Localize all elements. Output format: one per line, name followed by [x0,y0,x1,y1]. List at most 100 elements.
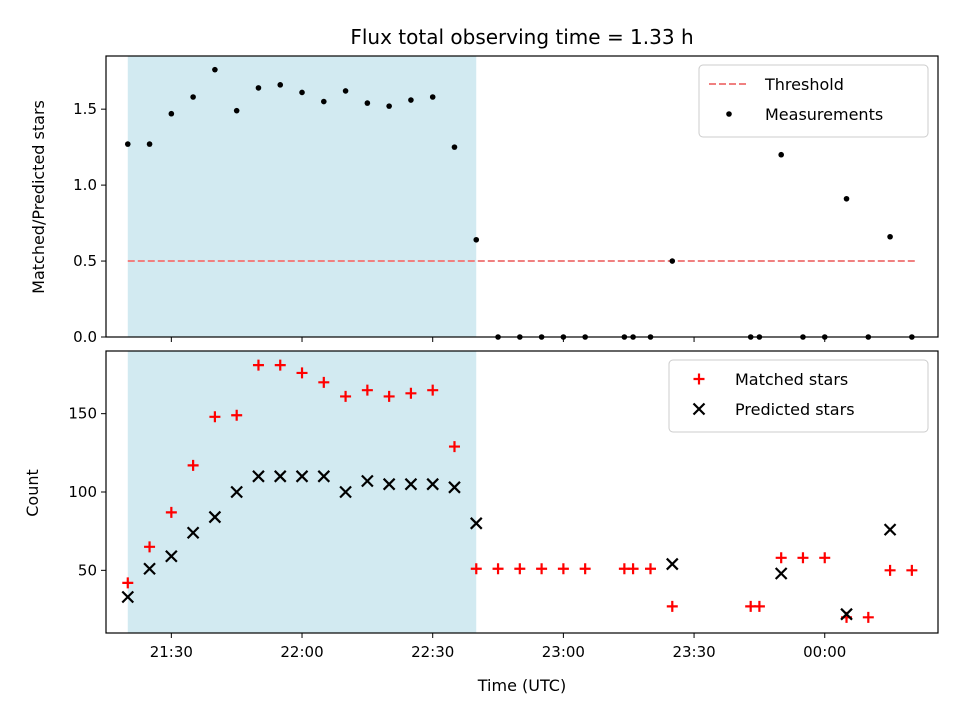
data-point [579,563,591,575]
data-point [536,563,548,575]
data-point [404,477,418,491]
y-axis-label-bottom: Count [23,469,42,517]
data-point [143,562,156,576]
data-point [252,470,265,483]
data-point [469,517,483,530]
data-point [473,236,480,243]
data-point [342,88,349,94]
data-point [339,485,352,499]
data-point [144,541,156,553]
data-point [361,384,373,396]
x-tick-label: 22:00 [280,643,323,661]
data-point [775,552,787,564]
data-point [295,470,309,483]
data-point [186,526,200,540]
legend-label: Matched stars [735,370,848,389]
data-point [405,387,417,399]
data-point [168,110,175,117]
data-point [165,549,178,563]
data-point [427,384,439,396]
x-tick-label: 21:30 [150,643,193,661]
data-point [470,563,482,575]
data-point [212,66,218,73]
data-point [448,441,460,453]
data-point [666,557,679,571]
data-point [862,611,874,623]
y-tick-label: 0.0 [73,328,97,346]
data-point [255,85,262,91]
legend-box [698,64,929,138]
data-point [122,577,134,589]
data-point [208,510,222,524]
data-point [386,103,392,109]
data-point [645,563,657,575]
data-point [883,523,897,536]
bottom-panel: 50 100 150 21:30 22:00 22:30 23:00 23:30 00:00 Ma… [68,350,939,661]
data-point [187,459,199,471]
data-point [277,82,284,88]
data-point [819,552,831,564]
y-tick-label: 100 [68,483,97,501]
data-point [296,367,308,379]
data-point [778,151,784,158]
data-point [340,390,352,402]
legend: Threshold Measurements [698,64,929,138]
data-point [669,258,676,264]
legend-label: Measurements [765,105,883,124]
legend-handle [726,111,732,117]
data-point [383,390,395,402]
data-point [274,359,286,371]
data-point [887,233,893,240]
data-point [165,506,177,518]
data-point [230,485,243,499]
data-point [514,563,526,575]
data-point [318,376,330,388]
legend-handle [692,402,706,416]
data-point [451,144,458,150]
y-axis-label-top: Matched/Predicted stars [29,100,48,294]
data-point [408,97,414,103]
data-point [317,470,331,483]
data-point [252,359,264,371]
y-tick-label: 1.0 [73,176,97,194]
data-point [797,552,809,564]
axes-frame [105,55,939,338]
data-point [627,563,639,575]
legend-label: Threshold [764,75,844,94]
legend-handle [693,373,705,385]
top-panel: 0.0 0.5 1.0 1.5 Threshold Measurements [73,55,939,346]
x-tick-label: 23:30 [672,643,715,661]
data-point [448,481,461,494]
legend-box [668,359,929,433]
data-point [753,600,765,612]
data-point [840,607,853,621]
data-point [557,563,569,575]
y-tick-label: 1.5 [73,100,97,118]
data-point [231,409,243,421]
y-tick-label: 0.5 [73,252,97,270]
data-point [364,100,371,106]
data-point [382,477,396,491]
data-point [209,411,221,423]
x-tick-label: 22:30 [411,643,454,661]
data-point [146,141,153,147]
data-point [299,89,305,96]
x-tick-label: 00:00 [803,643,846,661]
y-tick-label: 50 [78,561,97,579]
observing-span [127,56,477,337]
data-point [361,474,374,488]
data-point [843,195,850,202]
data-point [666,600,678,612]
data-point [233,107,240,114]
x-axis-label: Time (UTC) [477,676,566,695]
data-point [273,470,287,483]
data-point [492,563,504,575]
data-point [906,564,918,576]
chart-title: Flux total observing time = 1.33 h [350,25,693,49]
data-point [884,564,896,576]
observing-span [127,351,477,633]
data-point [121,590,135,604]
data-point [426,477,439,491]
data-point [429,94,436,100]
